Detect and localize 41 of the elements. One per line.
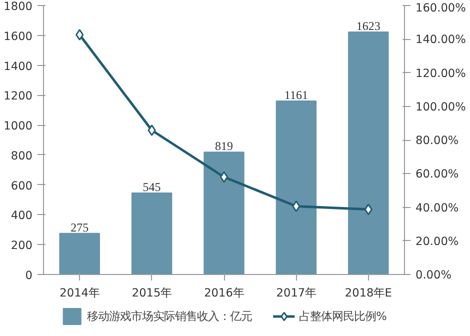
y-tick-label: 800 [10,148,33,162]
y-tick-label: 1000 [4,118,33,133]
x-tick-label: 2014年 [60,286,100,300]
y2-tick-label: 80.00% [416,133,459,147]
y-tick-label: 600 [10,178,33,192]
y-tick-label: 400 [10,208,33,222]
y2-tick-label: 160.00% [416,0,466,14]
bar [204,152,244,274]
point [148,124,156,136]
bar [348,31,389,274]
data-label: 819 [215,139,233,154]
y-tick-label: 1600 [4,28,33,43]
y2-tick-label: 40.00% [416,200,459,214]
bar [131,192,172,274]
x-tick-label: 2017年 [276,286,316,300]
bar [276,100,317,274]
point [220,171,228,183]
y2-tick-label: 120.00% [416,66,466,80]
y2-tick-label: 60.00% [416,166,459,181]
y-tick-label: 0 [25,268,33,282]
point [364,204,372,216]
data-label: 1161 [284,88,308,102]
point [292,200,300,212]
y2-tick-label: 100.00% [416,99,466,114]
legend-label: 移动游戏市场实际销售收入：亿元 [87,308,252,324]
bar [59,232,100,274]
data-label: 275 [70,220,89,234]
x-tick-label: 2016年 [204,286,244,300]
y2-tick-label: 140.00% [416,32,466,46]
data-label: 1623 [356,18,380,33]
y2-tick-label: 0.00% [416,268,452,282]
y-tick-label: 1400 [4,58,33,73]
data-label: 545 [142,180,161,194]
y2-tick-label: 20.00% [416,234,459,248]
x-tick-label: 2015年 [132,286,172,300]
y-tick-label: 1800 [4,0,33,13]
legend-label: 占整体网民比例% [299,308,387,324]
point [76,29,84,41]
y-tick-label: 1200 [4,88,33,103]
x-tick-label: 2018年E [344,286,392,300]
y-tick-label: 200 [10,238,33,252]
